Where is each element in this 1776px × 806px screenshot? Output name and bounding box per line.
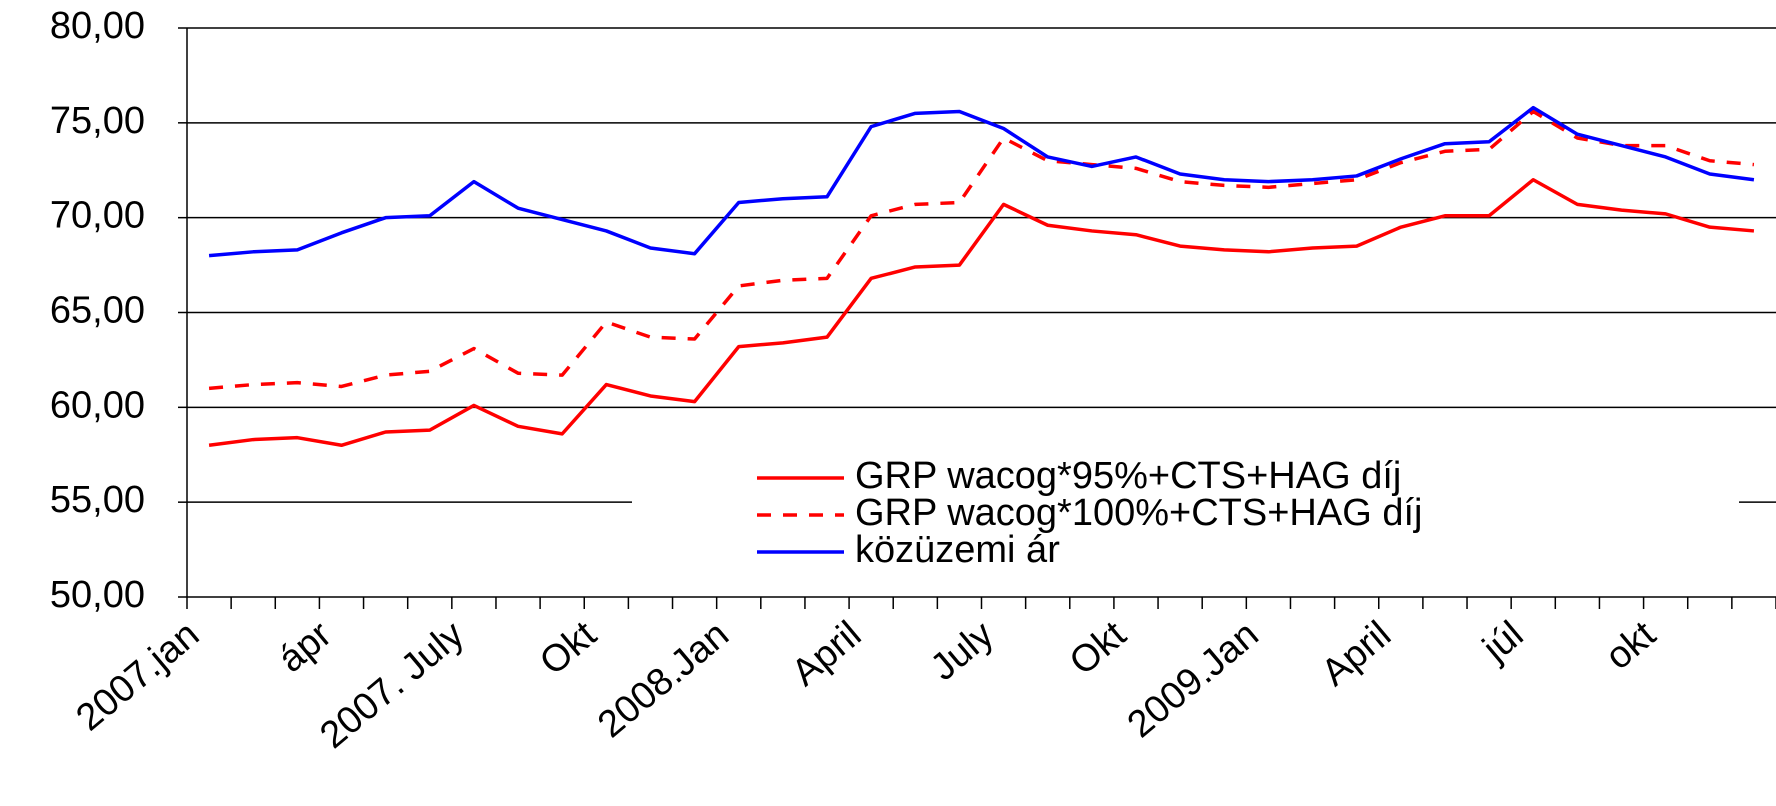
x-tick-label: April <box>784 613 869 694</box>
y-tick-label: 75,00 <box>50 100 145 142</box>
series-line <box>208 177 1755 448</box>
x-tick-label: 2009.Jan <box>1120 613 1267 746</box>
x-tick-label: April <box>1314 613 1399 694</box>
x-tick-label: Okt <box>1062 613 1135 683</box>
x-tick-label: Okt <box>532 613 605 683</box>
y-tick-label: 65,00 <box>50 290 145 332</box>
series-line <box>208 105 1755 258</box>
y-tick-label: 55,00 <box>50 479 145 521</box>
x-tick-label: júl <box>1475 613 1532 670</box>
y-tick-label: 80,00 <box>50 5 145 47</box>
y-tick-label: 60,00 <box>50 384 145 426</box>
legend-label: GRP wacog*100%+CTS+HAG díj <box>855 492 1422 534</box>
legend-label: GRP wacog*95%+CTS+HAG díj <box>855 455 1401 497</box>
y-tick-label: 50,00 <box>50 574 145 616</box>
series-line <box>208 109 1755 391</box>
x-tick-label: ápr <box>271 613 340 681</box>
x-tick-label: 2007. July <box>312 613 472 757</box>
y-tick-label: 70,00 <box>50 195 145 237</box>
x-tick-label: 2008.Jan <box>590 613 737 746</box>
x-tick-label: July <box>923 613 1002 689</box>
x-tick-label: 2007.jan <box>69 613 208 739</box>
grid <box>187 27 1776 598</box>
legend-label: közüzemi ár <box>855 529 1060 571</box>
x-tick-label: okt <box>1598 613 1664 678</box>
